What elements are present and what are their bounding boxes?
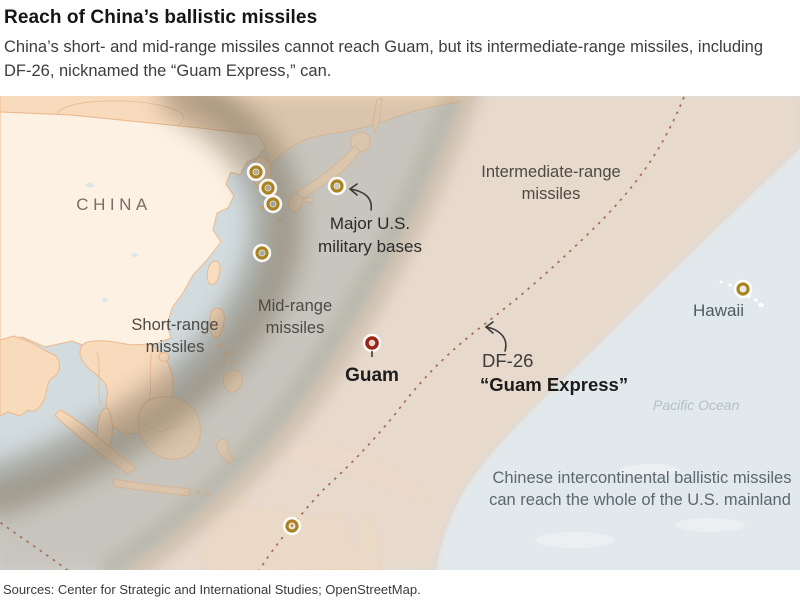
label-mid-range-1: Mid-range <box>258 297 332 315</box>
ocean-texture <box>535 464 745 548</box>
missile-range-map: CHINA Short-range missiles Mid-range mis… <box>0 96 800 570</box>
map: CHINA Short-range missiles Mid-range mis… <box>0 96 800 570</box>
label-pacific-ocean: Pacific Ocean <box>653 397 740 413</box>
us-base-marker <box>282 516 302 536</box>
short-range-band <box>0 96 302 516</box>
page-title: Reach of China’s ballistic missiles <box>4 7 318 28</box>
us-base-marker <box>246 162 266 182</box>
border-thailand <box>96 351 102 406</box>
lake <box>86 182 94 188</box>
range-bands-layer <box>0 96 800 570</box>
bases-arrow <box>349 183 373 211</box>
land-taiwan <box>206 260 221 286</box>
label-china: CHINA <box>76 195 151 214</box>
label-df26: DF-26 <box>482 350 533 371</box>
label-icbm-1: Chinese intercontinental ballistic missi… <box>493 469 792 487</box>
us-base-marker <box>258 178 278 198</box>
footer: Sources: Center for Strategic and Intern… <box>0 570 800 606</box>
us-base-marker <box>733 279 753 299</box>
us-base-marker <box>252 243 272 263</box>
label-icbm-2: can reach the whole of the U.S. mainland <box>489 491 791 509</box>
label-short-range-2: missiles <box>146 338 205 356</box>
df26-arrow <box>485 321 507 352</box>
header: Reach of China’s ballistic missiles Chin… <box>0 0 800 96</box>
land-south-asia <box>0 335 60 417</box>
lake <box>132 253 138 257</box>
lake <box>102 298 108 302</box>
intermediate-range-band <box>120 96 800 570</box>
df26-reach-line <box>0 96 685 570</box>
label-intermediate-range-2: missiles <box>522 185 581 203</box>
guam-marker <box>362 333 382 353</box>
us-base-marker <box>327 176 347 196</box>
sources-line: Sources: Center for Strategic and Intern… <box>3 581 421 597</box>
markers-layer <box>246 162 753 536</box>
page-subtitle: China’s short- and mid-range missiles ca… <box>4 38 764 80</box>
label-mid-range-2: missiles <box>266 319 325 337</box>
label-guam: Guam <box>345 365 399 386</box>
label-df26-nickname: “Guam Express” <box>480 374 628 395</box>
us-base-marker <box>263 194 283 214</box>
mid-range-band-edge <box>100 96 480 570</box>
label-short-range-1: Short-range <box>131 316 218 334</box>
label-us-bases-1: Major U.S. <box>330 214 410 233</box>
pacific-ocean-area <box>436 148 800 570</box>
label-hawaii: Hawaii <box>693 301 744 320</box>
label-us-bases-2: military bases <box>318 237 422 256</box>
label-intermediate-range-1: Intermediate-range <box>481 163 620 181</box>
land-hainan <box>158 352 170 362</box>
